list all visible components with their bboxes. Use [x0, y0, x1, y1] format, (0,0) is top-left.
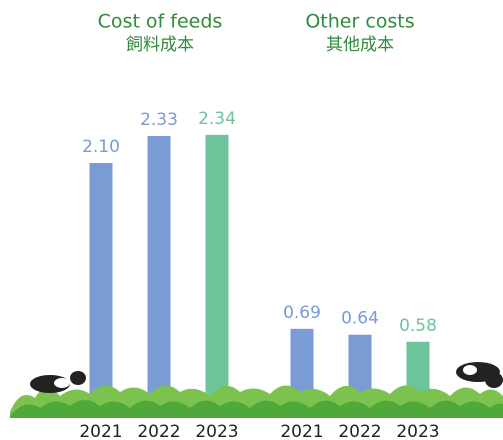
value-label: 0.58 [399, 316, 437, 336]
cow-right [456, 362, 503, 388]
x-tick-label: 2022 [338, 422, 381, 440]
cow-left [30, 371, 86, 393]
x-tick-label: 2023 [396, 422, 439, 440]
chart-title: Other costs [305, 11, 414, 33]
bar [147, 135, 171, 410]
value-label: 2.34 [198, 109, 236, 129]
bar [205, 134, 229, 411]
value-label: 2.10 [82, 137, 120, 157]
x-tick-label: 2023 [195, 422, 238, 440]
grass-front [10, 400, 503, 418]
x-tick-label: 2021 [280, 422, 323, 440]
plot [89, 134, 430, 411]
chart-subtitle: 其他成本 [326, 35, 394, 55]
x-tick-label: 2022 [137, 422, 180, 440]
value-label: 0.64 [341, 309, 379, 329]
chart-title: Cost of feeds [98, 11, 223, 33]
chart-subtitle: 飼料成本 [126, 35, 194, 55]
x-tick-label: 2021 [79, 422, 122, 440]
value-label: 0.69 [283, 303, 321, 323]
value-label: 2.33 [140, 110, 178, 130]
bar [89, 163, 113, 410]
grass [10, 362, 503, 418]
